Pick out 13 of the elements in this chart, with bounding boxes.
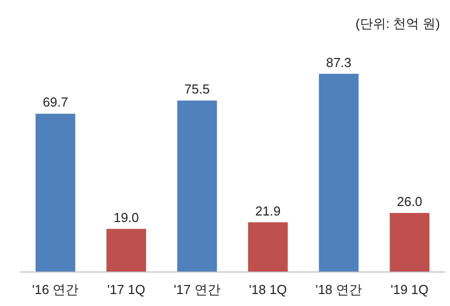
data-label: 19.0 xyxy=(114,210,139,225)
x-tick-label: '17 연간 xyxy=(174,282,220,297)
data-label: 75.5 xyxy=(184,82,210,97)
data-label: 21.9 xyxy=(255,203,281,218)
x-tick-label: '19 1Q xyxy=(390,282,429,297)
x-tick-label: '17 1Q xyxy=(107,282,146,297)
x-tick-label: '18 1Q xyxy=(248,282,287,297)
data-label: 87.3 xyxy=(326,54,352,70)
data-label: 69.7 xyxy=(42,94,68,110)
x-tick-label: '16 연간 xyxy=(32,282,79,297)
text: (단위: 천억 원) xyxy=(356,16,440,31)
x-tick-label: '18 연간 xyxy=(315,282,362,297)
data-label: 26.0 xyxy=(396,194,422,209)
